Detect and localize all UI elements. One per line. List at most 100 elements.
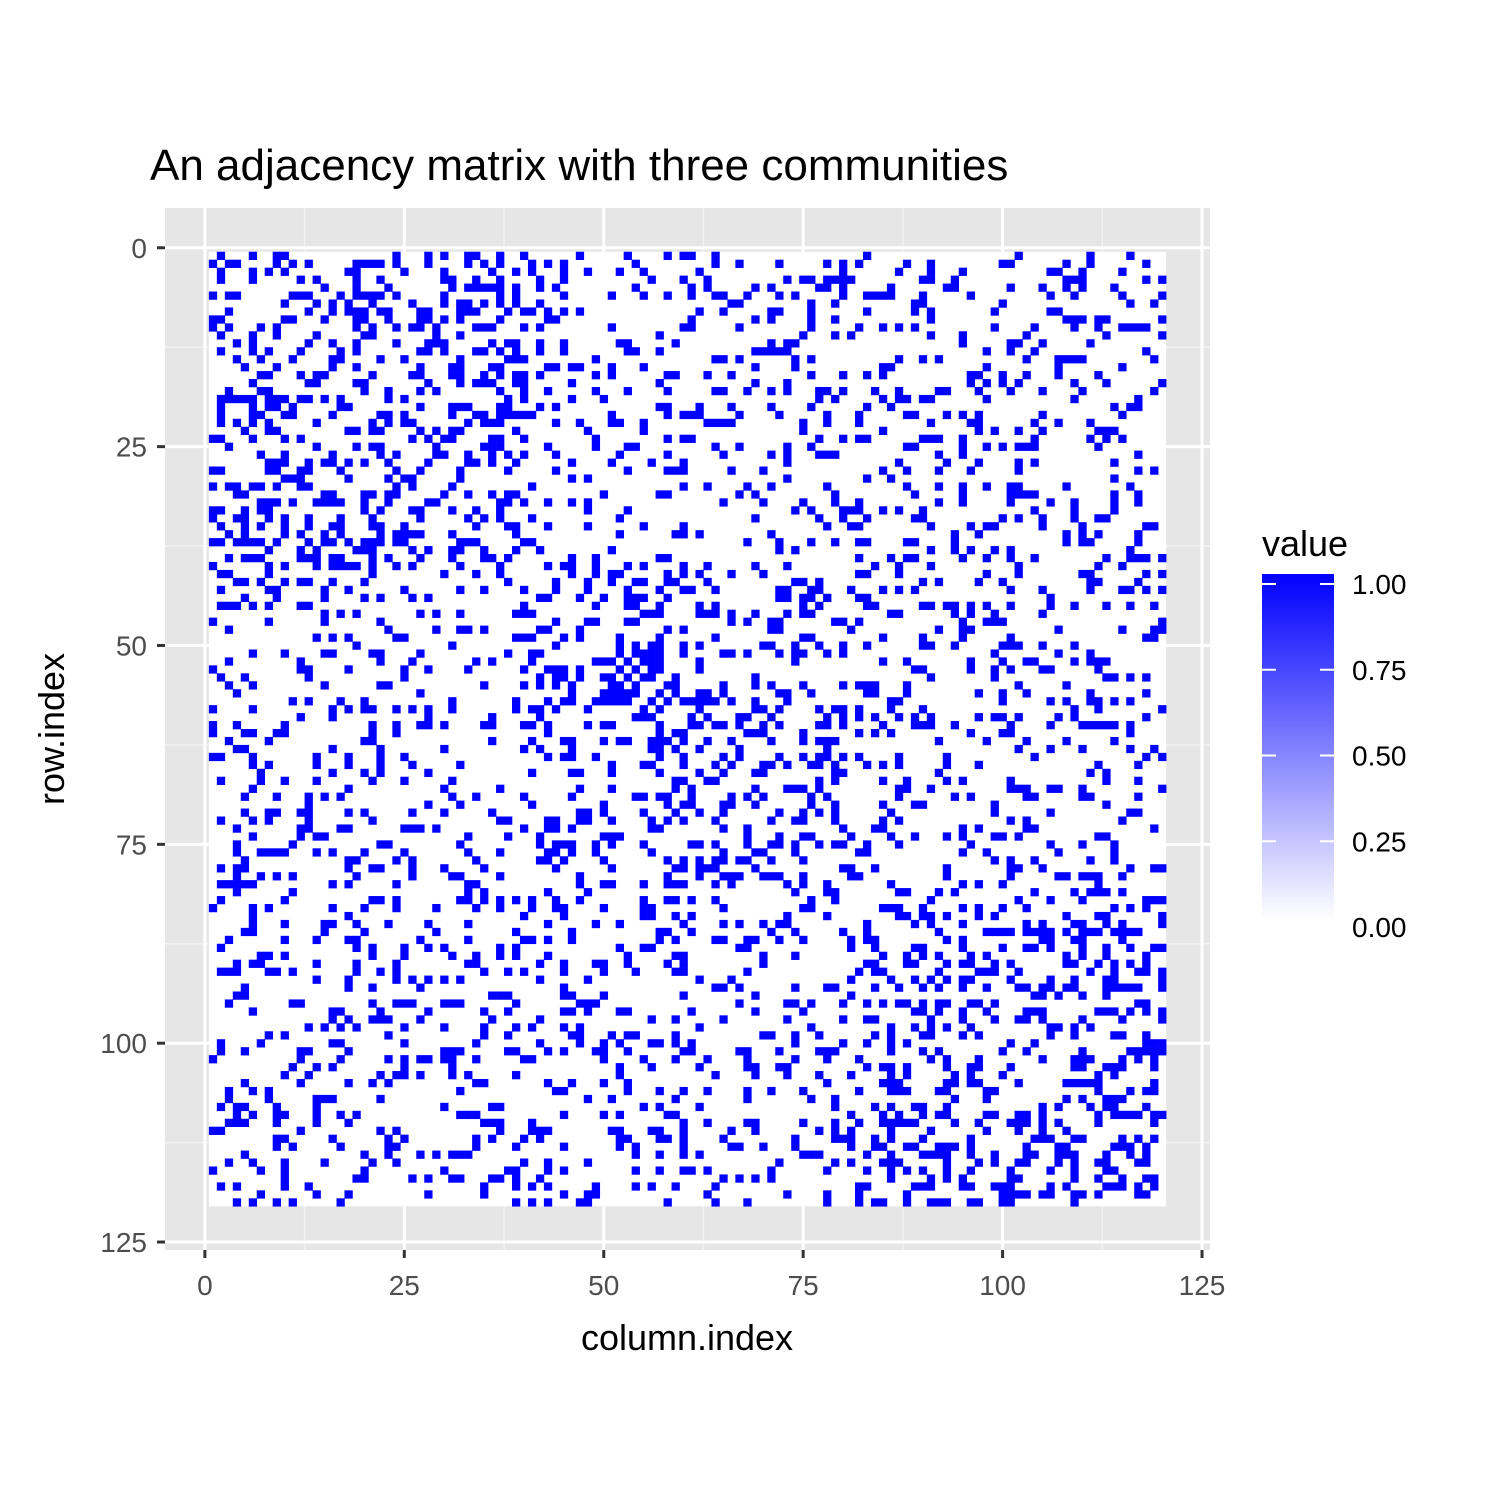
matrix-cell [1046, 697, 1055, 706]
matrix-cell [591, 371, 601, 380]
matrix-cell [799, 1118, 808, 1128]
matrix-cell [472, 951, 481, 960]
matrix-cell [1038, 935, 1047, 945]
matrix-cell [288, 474, 297, 483]
matrix-cell [1070, 1031, 1079, 1040]
matrix-cell [440, 569, 449, 579]
matrix-cell [759, 848, 768, 857]
matrix-cell [512, 1174, 521, 1183]
matrix-cell [735, 943, 744, 953]
matrix-cell [448, 697, 457, 706]
matrix-cell [320, 681, 329, 690]
matrix-cell [727, 1126, 736, 1135]
matrix-cell [1006, 601, 1015, 610]
matrix-cell [344, 911, 353, 921]
matrix-cell [974, 418, 983, 428]
matrix-cell [1118, 410, 1127, 420]
matrix-cell [918, 299, 928, 308]
matrix-cell [320, 593, 329, 603]
matrix-cell [647, 609, 656, 618]
matrix-cell [966, 1166, 975, 1175]
matrix-cell [328, 903, 337, 913]
matrix-cell [735, 259, 744, 268]
matrix-cell [232, 514, 242, 523]
matrix-cell [472, 569, 481, 579]
matrix-cell [1014, 442, 1023, 451]
matrix-cell [1102, 888, 1111, 897]
matrix-cell [464, 1110, 473, 1120]
matrix-cell [448, 275, 457, 284]
matrix-cell [663, 681, 672, 690]
matrix-cell [1038, 609, 1047, 618]
matrix-cell [1126, 729, 1135, 738]
matrix-cell [807, 315, 816, 324]
matrix-cell [807, 585, 816, 595]
matrix-cell [671, 466, 680, 475]
matrix-cell [719, 1015, 728, 1024]
matrix-cell [687, 291, 696, 300]
matrix-cell [519, 355, 529, 364]
matrix-cell [336, 1198, 345, 1207]
matrix-cell [735, 983, 744, 992]
matrix-cell [863, 1039, 872, 1048]
matrix-cell [1094, 426, 1103, 435]
matrix-cell [719, 903, 728, 913]
matrix-cell [1070, 1158, 1079, 1167]
matrix-cell [296, 665, 305, 674]
matrix-cell [775, 808, 784, 817]
matrix-cell [974, 689, 983, 698]
matrix-cell [847, 585, 856, 595]
matrix-cell [1046, 935, 1055, 945]
matrix-cell [296, 824, 305, 833]
matrix-cell [910, 514, 920, 523]
matrix-cell [831, 1047, 840, 1056]
matrix-cell [527, 935, 537, 945]
matrix-cell [551, 363, 561, 372]
matrix-cell [1070, 394, 1079, 404]
matrix-cell [559, 1166, 569, 1175]
matrix-cell [950, 283, 960, 292]
matrix-cell [1070, 601, 1079, 610]
matrix-cell [1118, 1134, 1127, 1143]
matrix-cell [527, 768, 537, 778]
matrix-cell [240, 880, 250, 889]
matrix-cell [863, 919, 872, 929]
matrix-cell [823, 649, 832, 658]
matrix-cell [623, 673, 632, 682]
matrix-cell [424, 1055, 433, 1064]
matrix-cell [926, 713, 936, 722]
matrix-cell [559, 697, 569, 706]
matrix-cell [679, 864, 688, 873]
matrix-cell [328, 1134, 337, 1143]
matrix-cell [847, 872, 856, 881]
matrix-cell [663, 490, 672, 499]
matrix-cell [839, 864, 848, 873]
matrix-cell [1142, 1102, 1151, 1112]
matrix-cell [679, 530, 688, 539]
matrix-cell [942, 1023, 952, 1032]
matrix-cell [894, 458, 904, 467]
matrix-cell [1030, 418, 1039, 428]
matrix-cell [1102, 800, 1111, 809]
matrix-cell [615, 1142, 624, 1151]
matrix-cell [288, 410, 297, 420]
matrix-cell [679, 1086, 688, 1096]
matrix-cell [504, 1007, 513, 1016]
matrix-cell [671, 577, 680, 587]
matrix-cell [567, 752, 577, 762]
matrix-cell [623, 689, 632, 698]
matrix-cell [783, 1063, 792, 1072]
matrix-cell [823, 1047, 832, 1056]
matrix-cell [1158, 911, 1167, 921]
matrix-cell [1094, 371, 1103, 380]
matrix-cell [711, 601, 720, 610]
matrix-cell [878, 466, 888, 475]
matrix-cell [918, 1110, 928, 1120]
matrix-cell [575, 1031, 585, 1040]
matrix-cell [1142, 1174, 1151, 1183]
matrix-cell [926, 1126, 936, 1135]
matrix-cell [232, 744, 242, 754]
matrix-cell [990, 1110, 999, 1120]
matrix-cell [799, 681, 808, 690]
matrix-cell [735, 442, 744, 451]
